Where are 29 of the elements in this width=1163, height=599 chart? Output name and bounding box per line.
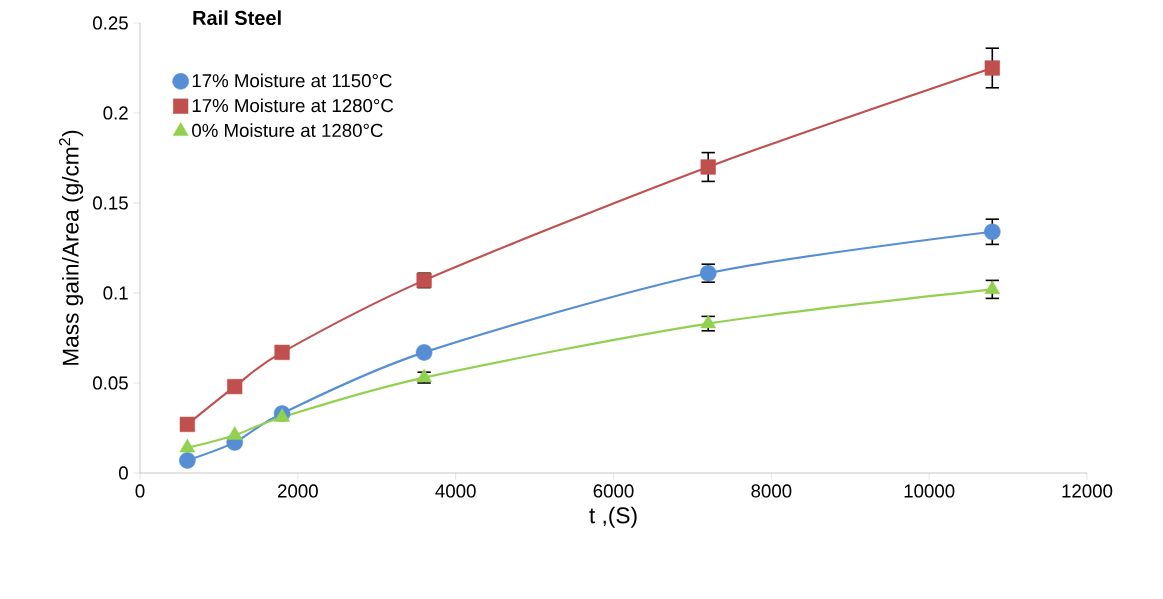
x-tick-label: 12000: [1062, 484, 1113, 498]
point: [274, 344, 290, 360]
point: [415, 344, 433, 361]
y-tick-label: 0.05: [93, 376, 128, 390]
chart-title: Rail Steel: [193, 10, 281, 26]
point: [227, 378, 243, 395]
point: [179, 452, 196, 469]
y-tick-label: 0.1: [103, 286, 128, 300]
y-tick-label: 0.25: [93, 16, 128, 30]
y-axis-title: Mass gain/Area (g/cm$^{2}$): [59, 130, 84, 365]
point: [984, 60, 1000, 76]
y-tick-label: 0: [118, 466, 128, 480]
y-tick-label: 0.15: [93, 196, 128, 210]
point: [984, 223, 1001, 241]
y-tick-label: 0.2: [103, 106, 128, 120]
legend-label: 17% Moisture at 1150°C: [192, 73, 392, 88]
x-tick-label: 6000: [593, 484, 634, 498]
x-tick-label: 2000: [278, 484, 318, 498]
point: [226, 426, 243, 440]
point: [179, 416, 195, 432]
x-tick-label: 8000: [751, 484, 792, 498]
point: [700, 159, 716, 175]
x-tick-label: 10000: [904, 484, 955, 498]
x-tick-label: 0: [135, 484, 145, 498]
point: [179, 438, 196, 453]
x-tick-label: 4000: [435, 484, 476, 498]
x-axis-title: t ,(S): [589, 506, 637, 528]
legend-label: 0% Moisture at 1280°C: [192, 123, 383, 138]
legend-label: 17% Moisture at 1280°C: [192, 98, 394, 113]
